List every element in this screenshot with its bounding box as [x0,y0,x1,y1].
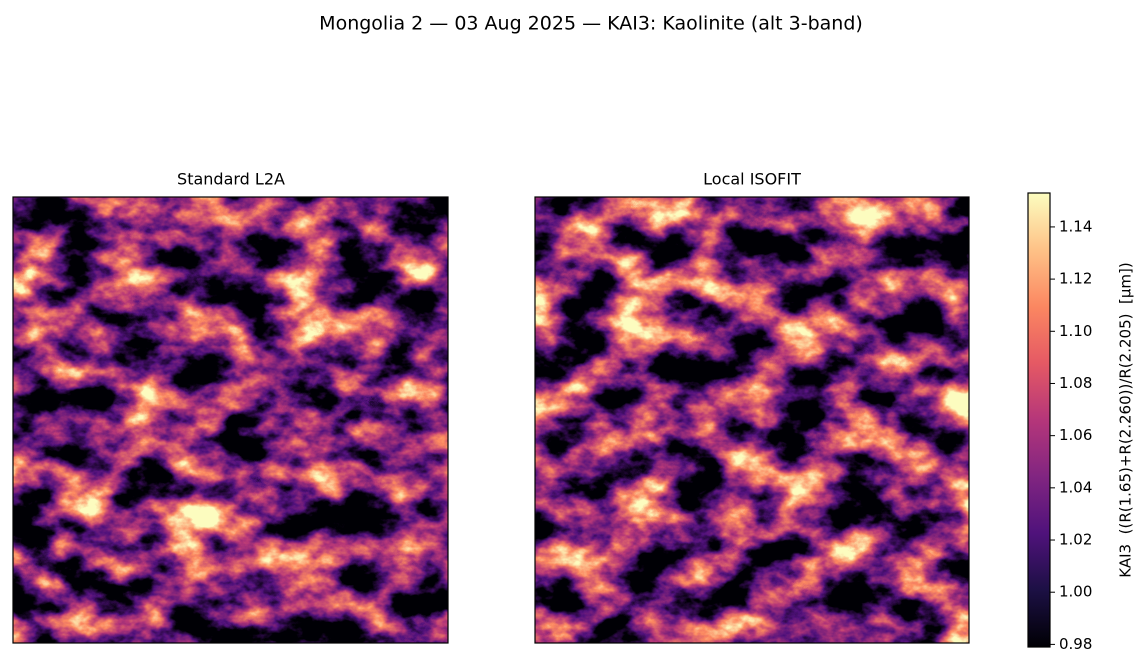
image [13,197,448,643]
colorbar-tick-label: 1.06 [1059,426,1092,444]
colorbar-tick-label: 1.14 [1059,217,1092,235]
colorbar [1027,192,1051,648]
panel-title: Standard L2A [177,170,285,189]
frame [12,196,449,644]
image [535,197,969,643]
colorbar-tick-label: 1.08 [1059,374,1092,392]
panel: Standard L2A [12,170,449,644]
panel: Local ISOFIT [534,170,970,644]
colorbar-tick-label: 1.02 [1059,531,1092,549]
figure-title: Mongolia 2 — 03 Aug 2025 — KAI3: Kaolini… [319,13,863,35]
colorbar-tick-label: 1.12 [1059,270,1092,288]
colorbar-label: KAI3 ((R(1.65)+R(2.260))/R(2.205) [µm]) [1117,262,1135,577]
colorbar-tick-label: 1.10 [1059,322,1092,340]
colorbar-tick-label: 1.04 [1059,478,1092,496]
colorbar-tick-label: 0.98 [1059,635,1092,653]
frame [534,196,970,644]
colorbar-tick-label: 1.00 [1059,583,1092,601]
panel-title: Local ISOFIT [703,170,801,189]
